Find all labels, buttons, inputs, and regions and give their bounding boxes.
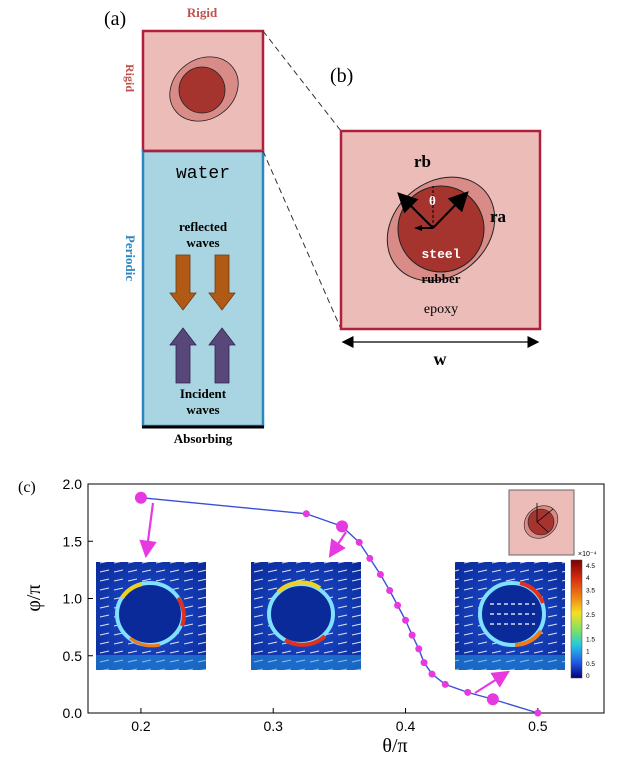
colorbar-tick-7: 1 — [586, 649, 590, 656]
colorbar-tick-9: 0 — [586, 673, 590, 680]
data-point — [302, 510, 310, 518]
callout-arrow-3 — [474, 670, 510, 694]
ra-label: ra — [490, 207, 507, 226]
data-point — [402, 616, 410, 624]
water-domain — [141, 149, 265, 428]
top-boundary-label: Rigid — [187, 5, 218, 20]
panel-a: (a) Rigid Rigid water Periodic reflected… — [104, 5, 265, 446]
x-tick-label-2: 0.4 — [396, 718, 416, 734]
highlight-point-1 — [134, 491, 147, 504]
x-tick-label-0: 0.2 — [131, 718, 151, 734]
colorbar-tick-5: 2 — [586, 624, 590, 631]
data-point — [464, 688, 472, 696]
panel-a-label: (a) — [104, 8, 126, 30]
field-map-inset-2 — [251, 562, 361, 670]
data-point — [534, 709, 542, 717]
x-tick-label-1: 0.3 — [263, 718, 283, 734]
angle-label: θ — [429, 193, 436, 208]
y-tick-label-2: 1.0 — [63, 591, 83, 607]
scatterer-core-small — [178, 66, 226, 114]
epoxy-label: epoxy — [424, 302, 458, 317]
data-point — [355, 538, 363, 546]
panel-b-label: (b) — [330, 65, 353, 87]
data-point — [408, 631, 416, 639]
ra-arrow — [432, 191, 469, 229]
x-tick-label-3: 0.5 — [528, 718, 548, 734]
side-boundary-rigid-label: Rigid — [123, 64, 137, 92]
reflected-label-line2: waves — [186, 235, 219, 250]
callout-arrow-2 — [328, 531, 347, 558]
colorbar-tick-2: 3.5 — [586, 587, 595, 594]
data-point — [420, 659, 428, 667]
colorbar-tick-4: 2.5 — [586, 612, 595, 619]
y-tick-label-1: 0.5 — [63, 648, 83, 664]
colorbar: ×10⁻⁴ 4.5 4 3.5 3 2.5 2 1.5 1 0.5 0 — [570, 551, 597, 680]
incident-label-line1: Incident — [180, 386, 227, 401]
colorbar-exponent: ×10⁻⁴ — [578, 551, 597, 558]
zoom-line-bottom — [262, 150, 342, 330]
side-boundary-periodic-label: Periodic — [123, 235, 138, 281]
rubber-label: rubber — [422, 271, 461, 286]
data-point — [415, 645, 423, 653]
data-point — [376, 570, 384, 578]
steel-label: steel — [421, 247, 460, 262]
zoom-line-top — [262, 30, 342, 132]
y-tick-label-3: 1.5 — [63, 533, 83, 549]
reflected-label-line1: reflected — [179, 219, 228, 234]
medium-label: water — [176, 164, 230, 184]
incident-arrow-left — [169, 327, 197, 384]
data-point — [394, 601, 402, 609]
field-map-inset-1 — [96, 562, 206, 670]
data-point — [386, 586, 394, 594]
field-map-inset-3 — [455, 562, 565, 670]
panel-c: (c) 0.2 0.3 0.4 0.5 0.0 0.5 1.0 1.5 2.0 θ/π φ/π — [18, 476, 605, 757]
bottom-boundary-label: Absorbing — [174, 431, 233, 446]
colorbar-tick-1: 4 — [586, 575, 590, 582]
colorbar-tick-6: 1.5 — [586, 636, 595, 643]
width-label: w — [434, 349, 447, 369]
x-axis-label: θ/π — [382, 735, 407, 757]
incident-label-line2: waves — [186, 402, 219, 417]
axes: 0.2 0.3 0.4 0.5 0.0 0.5 1.0 1.5 2.0 — [63, 476, 548, 734]
reflected-arrow-right — [208, 254, 236, 311]
y-tick-label-0: 0.0 — [63, 705, 83, 721]
callout-arrow-1 — [139, 502, 157, 559]
data-point — [366, 554, 374, 562]
panel-c-label: (c) — [18, 479, 36, 496]
y-axis-label: φ/π — [23, 584, 45, 611]
data-point — [441, 680, 449, 688]
colorbar-tick-0: 4.5 — [586, 563, 595, 570]
reflected-arrow-left — [169, 254, 197, 311]
highlight-point-2 — [336, 520, 349, 533]
panel-b: (b) θ rb ra steel rubber epoxy w — [330, 65, 542, 369]
rb-arrow — [397, 192, 434, 229]
highlight-point-3 — [486, 693, 499, 706]
data-point — [428, 670, 436, 678]
colorbar-tick-3: 3 — [586, 600, 590, 607]
y-tick-label-4: 2.0 — [63, 476, 83, 492]
incident-arrow-right — [208, 327, 236, 384]
inset-unit-cell — [508, 489, 575, 556]
rb-label: rb — [414, 152, 431, 171]
colorbar-tick-8: 0.5 — [586, 661, 595, 668]
phase-curve — [134, 491, 542, 717]
